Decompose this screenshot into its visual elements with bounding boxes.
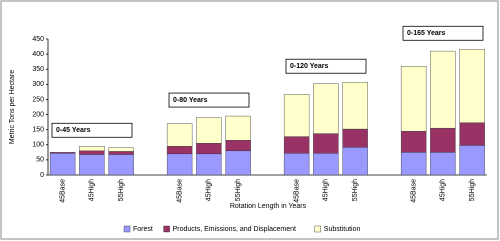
bar-segment (400, 65, 427, 132)
y-axis-label: Metric Tons per Hectare (9, 70, 16, 144)
bar-segment (108, 147, 134, 152)
bar-segment (166, 146, 193, 155)
y-tick-label: 150 (32, 127, 44, 134)
legend-swatch (314, 225, 321, 233)
legend-swatch (123, 225, 131, 233)
x-tick-label: 45High (323, 179, 330, 201)
bar-segment (283, 136, 310, 154)
bar-segment (108, 151, 134, 155)
bar-segment (49, 152, 76, 154)
bar-segment (283, 153, 310, 176)
x-tick-label: 45Base (410, 179, 417, 203)
x-tick-label: 55High (352, 179, 359, 201)
y-tick-label: 450 (32, 36, 44, 43)
x-axis-label: Rotation Length in Years (230, 203, 307, 210)
y-tick-label: 400 (32, 51, 44, 58)
x-tick-label: 45Base (176, 179, 183, 203)
y-tick-label: 250 (32, 96, 44, 103)
y-tick-label: 50 (36, 157, 44, 164)
bar-segment (342, 128, 368, 148)
bar-segment (108, 154, 134, 176)
bar-segment (196, 153, 222, 176)
bar-segment (400, 152, 427, 176)
bar-segment (459, 122, 485, 146)
bar-segment (196, 117, 222, 144)
legend-label: Substitution (324, 226, 361, 233)
bar-segment (430, 127, 456, 153)
bar-segment (313, 83, 339, 134)
group-label-box (402, 25, 484, 41)
group-label: 0-80 Years (173, 97, 208, 104)
y-tick-label: 0 (40, 172, 44, 179)
bar-segment (400, 130, 427, 153)
y-tick-label: 300 (32, 81, 44, 88)
x-tick-label: 55High (235, 179, 242, 201)
bar-segment (79, 150, 105, 155)
x-tick-label: 45High (206, 179, 213, 201)
bar-segment (459, 145, 485, 176)
legend-label: Products, Emissions, and Displacement (173, 226, 296, 233)
bar-segment (49, 153, 76, 176)
bar-segment (342, 82, 368, 130)
y-tick-label: 350 (32, 66, 44, 73)
bar-segment (342, 146, 368, 176)
x-tick-label: 45High (440, 179, 447, 201)
x-tick-label: 45Base (59, 179, 66, 203)
bar-segment (430, 152, 456, 176)
group-label-box (285, 58, 367, 74)
bar-segment (196, 143, 222, 155)
legend-label: Forest (133, 226, 153, 233)
bar-segment (430, 50, 456, 129)
legend-swatch (163, 225, 170, 233)
x-tick-label: 45High (89, 179, 96, 201)
bar-segment (225, 140, 251, 152)
bar-segment (313, 153, 339, 176)
group-label: 0-165 Years (407, 30, 446, 37)
bar-segment (225, 150, 251, 176)
x-tick-label: 55High (469, 179, 476, 201)
bar-segment (459, 49, 485, 123)
bar-segment (225, 115, 251, 141)
bar-segment (79, 154, 105, 176)
bar-segment (166, 153, 193, 176)
group-label-box (51, 122, 133, 138)
y-tick-label: 200 (32, 111, 44, 118)
group-label: 0-120 Years (290, 63, 329, 70)
bar-segment (313, 133, 339, 154)
group-label: 0-45 Years (56, 127, 91, 134)
bar-segment (166, 123, 193, 147)
bar-segment (79, 146, 105, 152)
bar-segment (283, 94, 310, 137)
y-tick-label: 100 (32, 142, 44, 149)
x-tick-label: 55High (118, 179, 125, 201)
x-tick-label: 45Base (293, 179, 300, 203)
group-label-box (168, 92, 250, 108)
